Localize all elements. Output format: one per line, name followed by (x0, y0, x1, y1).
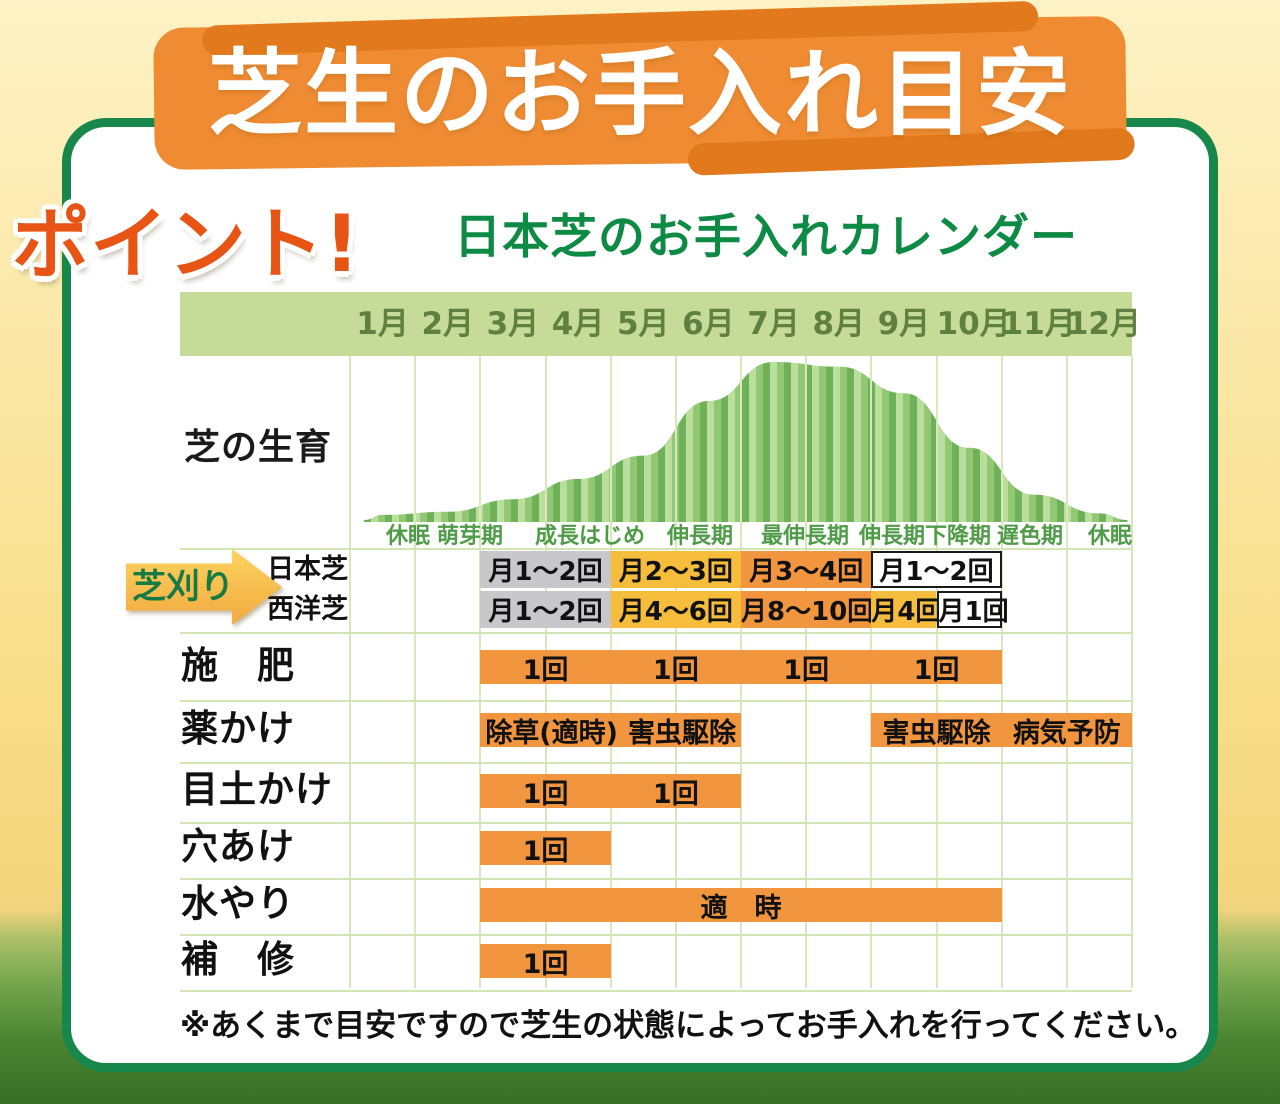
activity-bar: 1回 1回 (480, 774, 741, 810)
grid-hline (180, 990, 1132, 992)
mowing-bar: 月4回 (871, 591, 941, 628)
grid-hline (180, 878, 1132, 880)
mowing-row-label: 日本芝 (267, 554, 348, 585)
grid-vline (1065, 356, 1068, 988)
month-label: 4月 (551, 306, 605, 342)
grid-vline (1131, 356, 1133, 988)
month-label: 8月 (812, 306, 866, 342)
growth-phase-label: 伸長期 (666, 524, 734, 549)
bar-text: 1回 (522, 778, 569, 810)
bar-text: 月1～2回 (879, 557, 994, 587)
bar-text: 害虫駆除 (627, 717, 736, 749)
month-label: 10月 (936, 306, 1011, 342)
activity-bar: 害虫駆除 病気予防 (871, 713, 1132, 749)
bar-text: 月8～10回 (741, 597, 874, 627)
bar-text: 月4～6回 (618, 597, 733, 627)
grid-hline (180, 700, 1132, 702)
bar-text: 害虫駆除 (882, 717, 991, 749)
grid-vline (1000, 356, 1003, 988)
bar-text: 月1回 (938, 597, 1009, 627)
bar-text: 1回 (652, 778, 699, 810)
point-label: ポイント! (12, 200, 360, 290)
activity-label: 補 修 (181, 938, 295, 981)
bar-text: 1回 (522, 948, 569, 980)
mowing-bar: 月2～3回 (610, 551, 741, 588)
growth-phase-label: 萌芽期 (436, 524, 504, 549)
activity-bar: 適 時 (480, 888, 1002, 924)
grid-hline (180, 934, 1132, 936)
mowing-bar: 月4～6回 (610, 591, 741, 628)
bar-text: 1回 (783, 654, 830, 686)
activity-label: 水やり (181, 882, 295, 925)
footnote: ※あくまで目安ですので芝生の状態によってお手入れを行ってください。 (180, 1008, 1197, 1044)
bar-text: 月2～3回 (618, 557, 733, 587)
bar-text: 1回 (913, 654, 960, 686)
activity-bar: 1回 1回 1回 1回 (480, 650, 1002, 686)
activity-label: 薬かけ (181, 707, 295, 750)
growth-phase-label: 遅色期 (996, 524, 1064, 549)
month-label: 1月 (356, 306, 409, 342)
page-title: 芝生のお手入れ目安 (207, 40, 1072, 149)
bar-text: 適 時 (700, 892, 782, 924)
title-banner: 芝生のお手入れ目安 (148, 10, 1132, 176)
growth-row-label: 芝の生育 (184, 427, 333, 468)
grid-hline (180, 762, 1132, 764)
month-header-bar (180, 292, 1132, 356)
month-label: 2月 (421, 306, 475, 342)
grid-hline (180, 548, 1132, 550)
mowing-bar: 月1～2回 (480, 551, 611, 588)
grid-hline (180, 632, 1132, 634)
mowing-arrow: 芝刈り (126, 549, 282, 625)
mowing-bar: 月1回 (936, 591, 1009, 628)
growth-phase-label: 休眠 (385, 524, 431, 549)
growth-phase-label: 最伸長期 (760, 524, 850, 549)
bar-text: 月3～4回 (749, 557, 864, 587)
activity-label: 穴あけ (181, 825, 295, 868)
bar-text: 月1～2回 (488, 557, 603, 587)
month-label: 11月 (1001, 306, 1076, 342)
activity-bar: 除草(適時) 害虫駆除 (480, 713, 741, 749)
grid-vline (349, 356, 351, 988)
mowing-row-label: 西洋芝 (267, 594, 348, 625)
activity-label: 目土かけ (181, 768, 333, 811)
mowing-bar: 月1～2回 (480, 591, 611, 628)
month-label: 5月 (616, 306, 670, 342)
month-label: 6月 (682, 306, 735, 342)
calendar-subtitle: 日本芝のお手入れカレンダー (454, 210, 1078, 265)
bar-text: 1回 (522, 835, 569, 867)
activity-bar: 1回 (480, 944, 611, 980)
month-label: 3月 (486, 306, 540, 342)
activity-bar: 1回 (480, 831, 611, 867)
mowing-bar: 月1～2回 (871, 551, 1002, 588)
bar-text: 病気予防 (1012, 717, 1121, 749)
bar-text: 月4回 (871, 597, 942, 627)
month-label: 7月 (747, 306, 800, 342)
month-label: 12月 (1066, 306, 1141, 342)
activity-label: 施 肥 (181, 644, 295, 687)
month-label: 9月 (877, 306, 931, 342)
mowing-bar: 月3～4回 (741, 551, 872, 588)
bar-text: 月1～2回 (488, 597, 603, 627)
mowing-arrow-label: 芝刈り (132, 567, 234, 607)
grid-vline (414, 356, 417, 988)
growth-phase-label: 伸長期下降期 (858, 524, 992, 549)
bar-text: 除草(適時) (485, 717, 618, 749)
grid-hline (180, 822, 1132, 824)
bar-text: 1回 (522, 654, 569, 686)
growth-phase-label: 成長はじめ (534, 524, 646, 549)
growth-phase-label: 休眠 (1087, 524, 1133, 549)
mowing-bar: 月8～10回 (741, 591, 874, 628)
bar-text: 1回 (652, 654, 699, 686)
